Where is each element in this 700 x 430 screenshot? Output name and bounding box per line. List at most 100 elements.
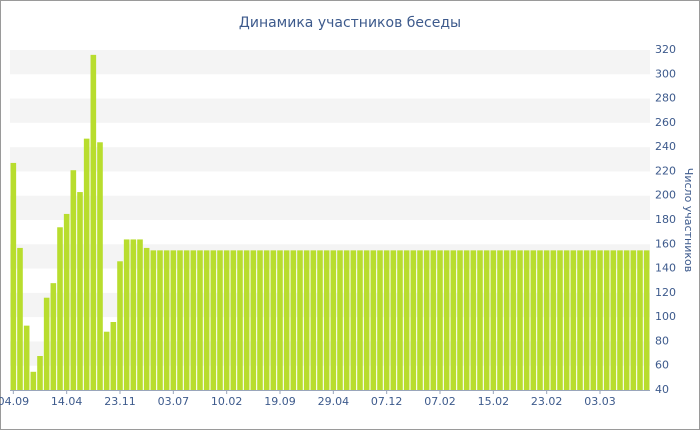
bar [183, 250, 190, 390]
bar [223, 250, 230, 390]
bar [550, 250, 557, 390]
bar [203, 250, 210, 390]
bar [50, 283, 57, 390]
bar [610, 250, 617, 390]
bar [617, 250, 623, 390]
bar [150, 250, 157, 390]
bar [517, 250, 523, 390]
bar [270, 250, 277, 390]
bar [117, 261, 123, 390]
y-tick-label: 320 [655, 43, 676, 56]
grid-band [10, 147, 650, 172]
bar [277, 250, 283, 390]
bar [397, 250, 403, 390]
grid-band [10, 244, 650, 269]
bar [503, 250, 510, 390]
y-tick-label: 40 [655, 383, 669, 396]
bar [30, 371, 37, 390]
x-tick-label: 23.02 [531, 395, 563, 408]
bar [243, 250, 250, 390]
bar [363, 250, 370, 390]
bar [477, 250, 483, 390]
grid-band [10, 50, 650, 75]
y-tick-label: 260 [655, 116, 676, 129]
bar [37, 356, 43, 390]
bar [623, 250, 630, 390]
bar [177, 250, 183, 390]
bar [217, 250, 223, 390]
bar [537, 250, 543, 390]
y-tick-label: 220 [655, 164, 676, 177]
bar [237, 250, 243, 390]
bar [257, 250, 263, 390]
bar [523, 250, 530, 390]
x-tick-label: 04.09 [0, 395, 29, 408]
bar [490, 250, 497, 390]
bar [283, 250, 290, 390]
y-tick-label: 200 [655, 189, 676, 202]
bar [303, 250, 310, 390]
bar [390, 250, 397, 390]
bar [103, 331, 110, 390]
bar [83, 138, 90, 390]
x-tick-label: 03.03 [584, 395, 616, 408]
bar [463, 250, 470, 390]
bar [597, 250, 603, 390]
y-tick-label: 60 [655, 359, 669, 372]
bar [97, 142, 103, 390]
plot-area [10, 50, 650, 390]
bar [323, 250, 330, 390]
bar [190, 250, 197, 390]
x-tick-label: 07.12 [371, 395, 403, 408]
x-tick-label: 19.09 [264, 395, 296, 408]
bar [450, 250, 457, 390]
bar [403, 250, 410, 390]
bar [343, 250, 350, 390]
y-tick-label: 180 [655, 213, 676, 226]
x-tick-label: 14.04 [51, 395, 83, 408]
bar [90, 54, 97, 390]
bar [297, 250, 303, 390]
bar [417, 250, 423, 390]
bar [170, 250, 177, 390]
bar [77, 192, 83, 390]
bar [443, 250, 450, 390]
bar [430, 250, 437, 390]
chart-title: Динамика участников беседы [239, 15, 461, 31]
bar [350, 250, 357, 390]
bar [330, 250, 337, 390]
bar [10, 162, 17, 390]
bar [643, 250, 650, 390]
bar [263, 250, 270, 390]
bar [577, 250, 583, 390]
bar [143, 247, 150, 390]
x-tick-label: 03.07 [158, 395, 190, 408]
bar [583, 250, 590, 390]
bar [290, 250, 297, 390]
bar [130, 239, 137, 390]
bar [497, 250, 503, 390]
x-tick-label: 07.02 [424, 395, 456, 408]
bar [590, 250, 597, 390]
y-tick-label: 80 [655, 334, 669, 347]
bar [157, 250, 163, 390]
y-axis-label: Число участников [682, 168, 695, 272]
grid-band [10, 341, 650, 366]
bar [457, 250, 463, 390]
y-tick-label: 160 [655, 237, 676, 250]
bar [377, 250, 383, 390]
bar [483, 250, 490, 390]
bar [357, 250, 363, 390]
y-tick-label: 240 [655, 140, 676, 153]
bar [17, 247, 23, 390]
y-tick-label: 280 [655, 92, 676, 105]
grid-band [10, 292, 650, 318]
bar [63, 213, 70, 390]
x-tick-label: 23.11 [104, 395, 136, 408]
bar [630, 250, 637, 390]
bar [383, 250, 390, 390]
bar [123, 239, 130, 390]
bar [437, 250, 443, 390]
y-tick-label: 300 [655, 67, 676, 80]
